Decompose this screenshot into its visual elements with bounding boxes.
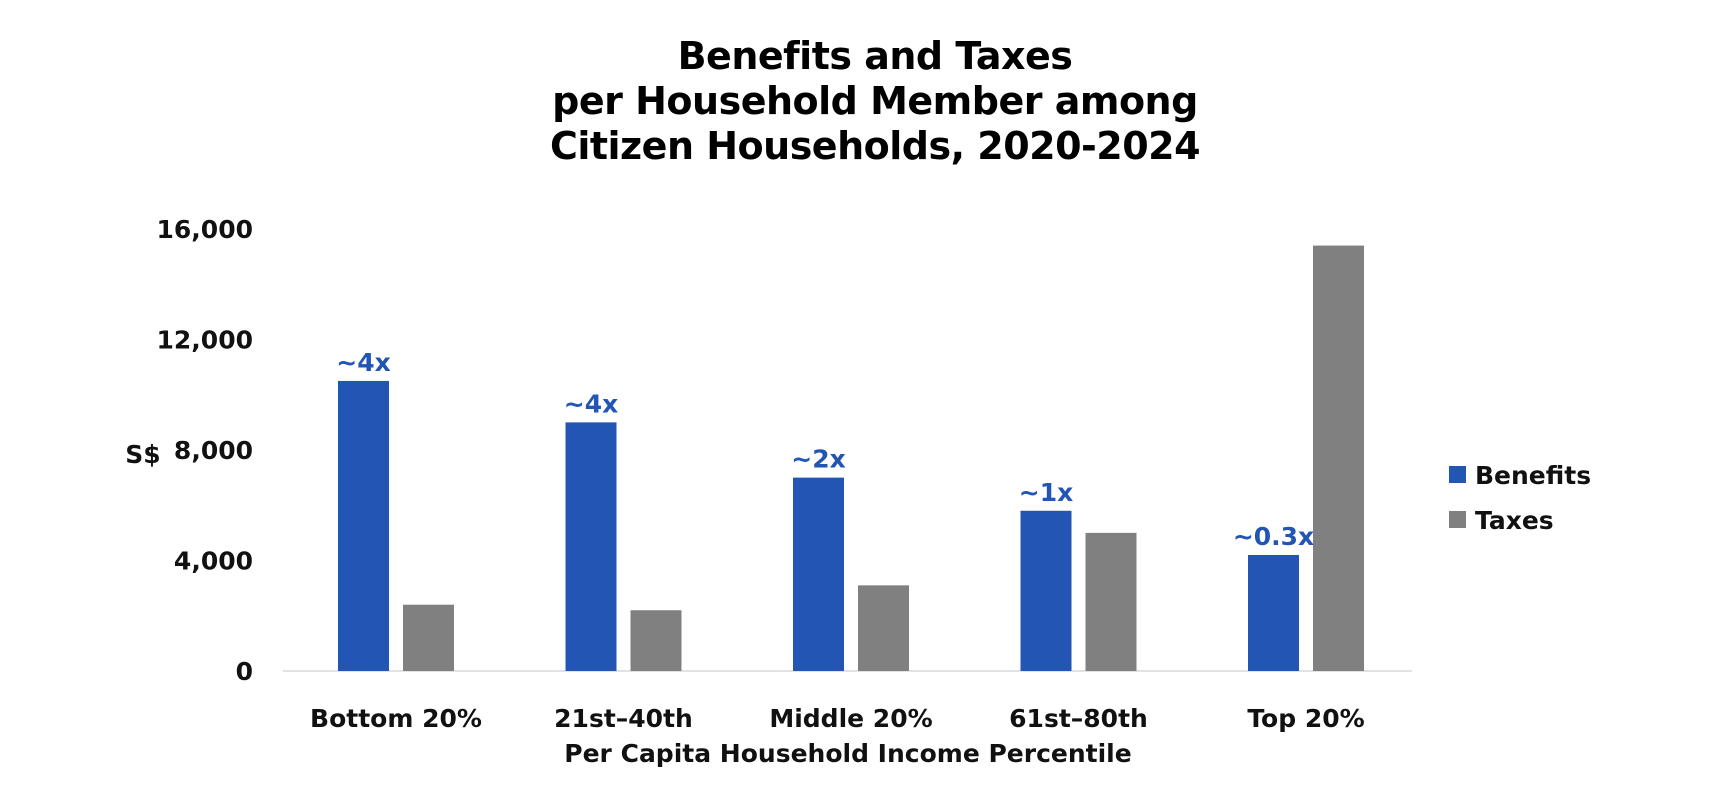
y-tick-label: 16,000 (157, 215, 253, 244)
bar-benefits (1020, 510, 1072, 671)
ratio-label: ~4x (336, 348, 390, 377)
x-tick-label: Middle 20% (769, 704, 932, 733)
y-tick-label: 0 (236, 657, 253, 686)
bar-taxes (1313, 245, 1364, 671)
bar-benefits (1248, 554, 1299, 671)
legend-label-taxes: Taxes (1475, 506, 1554, 535)
ratio-label: ~1x (1019, 478, 1073, 507)
y-tick-label: 4,000 (174, 547, 253, 576)
bar-benefits (338, 380, 389, 671)
x-axis-title: Per Capita Household Income Percentile (564, 739, 1131, 768)
bar-benefits (565, 422, 617, 671)
bars (338, 245, 1364, 671)
y-tick-label: 12,000 (157, 326, 253, 355)
y-tick-label: 8,000 (174, 436, 253, 465)
chart-title-line-1: Benefits and Taxes (678, 34, 1073, 78)
ratio-label: ~4x (564, 389, 618, 418)
ratio-label: ~2x (791, 445, 845, 474)
x-tick-label: Top 20% (1247, 704, 1364, 733)
legend-label-benefits: Benefits (1475, 461, 1591, 490)
chart-title-line-3: Citizen Households, 2020-2024 (550, 124, 1200, 168)
y-axis-title: S$ (125, 440, 160, 469)
bar-taxes (858, 585, 909, 671)
legend-swatch-taxes (1449, 511, 1466, 528)
x-tick-label: 21st–40th (554, 704, 693, 733)
chart-title-line-2: per Household Member among (552, 79, 1198, 123)
bar-taxes (1085, 532, 1137, 671)
x-tick-label: 61st–80th (1009, 704, 1148, 733)
legend-swatch-benefits (1449, 466, 1466, 483)
chart-title: Benefits and Taxes per Household Member … (550, 34, 1201, 168)
x-tick-label: Bottom 20% (310, 704, 482, 733)
bar-taxes (630, 610, 682, 671)
ratio-label: ~0.3x (1233, 522, 1314, 551)
ratio-annotations: ~4x ~4x ~2x ~1x ~0.3x (336, 348, 1314, 551)
bar-benefits (793, 477, 844, 671)
legend: Benefits Taxes (1449, 461, 1591, 535)
y-axis-ticks: 0 4,000 8,000 12,000 16,000 (157, 215, 253, 686)
x-axis-ticks: Bottom 20% 21st–40th Middle 20% 61st–80th To… (310, 704, 1365, 733)
bar-taxes (403, 604, 454, 671)
